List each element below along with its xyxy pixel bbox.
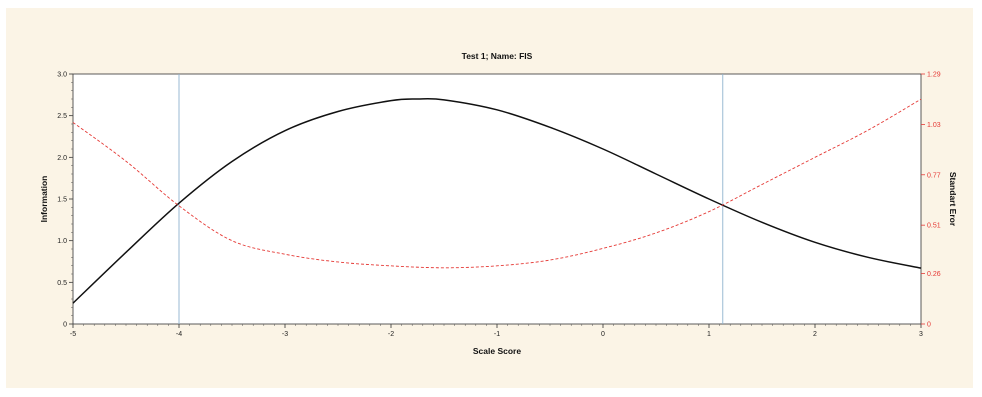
y-tick-label: 1.5 bbox=[57, 197, 67, 204]
x-tick-label: 2 bbox=[813, 331, 817, 338]
y-tick-label: 0 bbox=[63, 322, 67, 329]
x-axis-title: Scale Score bbox=[473, 346, 521, 356]
plot-area bbox=[72, 73, 922, 325]
tick-label-layer: -5 -4 -3 -2 -1 0 1 2 300.51.01.52.02.53.000.260.… bbox=[57, 72, 940, 339]
y-tick-label: 3.0 bbox=[57, 72, 67, 79]
chart-title: Test 1; Name: FIS bbox=[462, 51, 533, 61]
y2-axis-title: Standart Eror bbox=[948, 172, 958, 227]
chart-svg: -5 -4 -3 -2 -1 0 1 2 300.51.01.52.02.53.000.260.… bbox=[39, 51, 958, 356]
y2-tick-label: 1.03 bbox=[927, 122, 941, 129]
y2-tick-label: 0 bbox=[927, 322, 931, 329]
tick-layer bbox=[69, 73, 925, 328]
y-tick-label: 2.5 bbox=[57, 113, 67, 120]
x-tick-label: 1 bbox=[707, 331, 711, 338]
marker-lines bbox=[178, 74, 724, 324]
information-line bbox=[72, 97, 922, 304]
y-tick-label: 1.0 bbox=[57, 238, 67, 245]
x-tick-label: -3 bbox=[282, 331, 288, 338]
x-tick-label: -2 bbox=[388, 331, 394, 338]
x-tick-label: 0 bbox=[601, 331, 605, 338]
x-tick-label: 3 bbox=[919, 331, 923, 338]
chart-frame: -5 -4 -3 -2 -1 0 1 2 3 0 0.5 1.0 1.5 2.0 2.5 3.0 0 0.26 0.… bbox=[6, 8, 973, 388]
y2-tick-label: 0.26 bbox=[927, 271, 941, 278]
x-tick-label: -4 bbox=[176, 331, 182, 338]
y2-tick-label: 0.77 bbox=[927, 172, 941, 179]
y-tick-label: 2.0 bbox=[57, 155, 67, 162]
standard-error-line bbox=[72, 98, 922, 269]
y2-tick-label: 0.51 bbox=[927, 223, 941, 230]
x-tick-label: -1 bbox=[494, 331, 500, 338]
y-tick-label: 0.5 bbox=[57, 280, 67, 287]
y-axis-title: Information bbox=[39, 176, 49, 223]
y2-tick-label: 1.29 bbox=[927, 72, 941, 79]
series-layer bbox=[72, 97, 922, 304]
x-tick-label: -5 bbox=[70, 331, 76, 338]
